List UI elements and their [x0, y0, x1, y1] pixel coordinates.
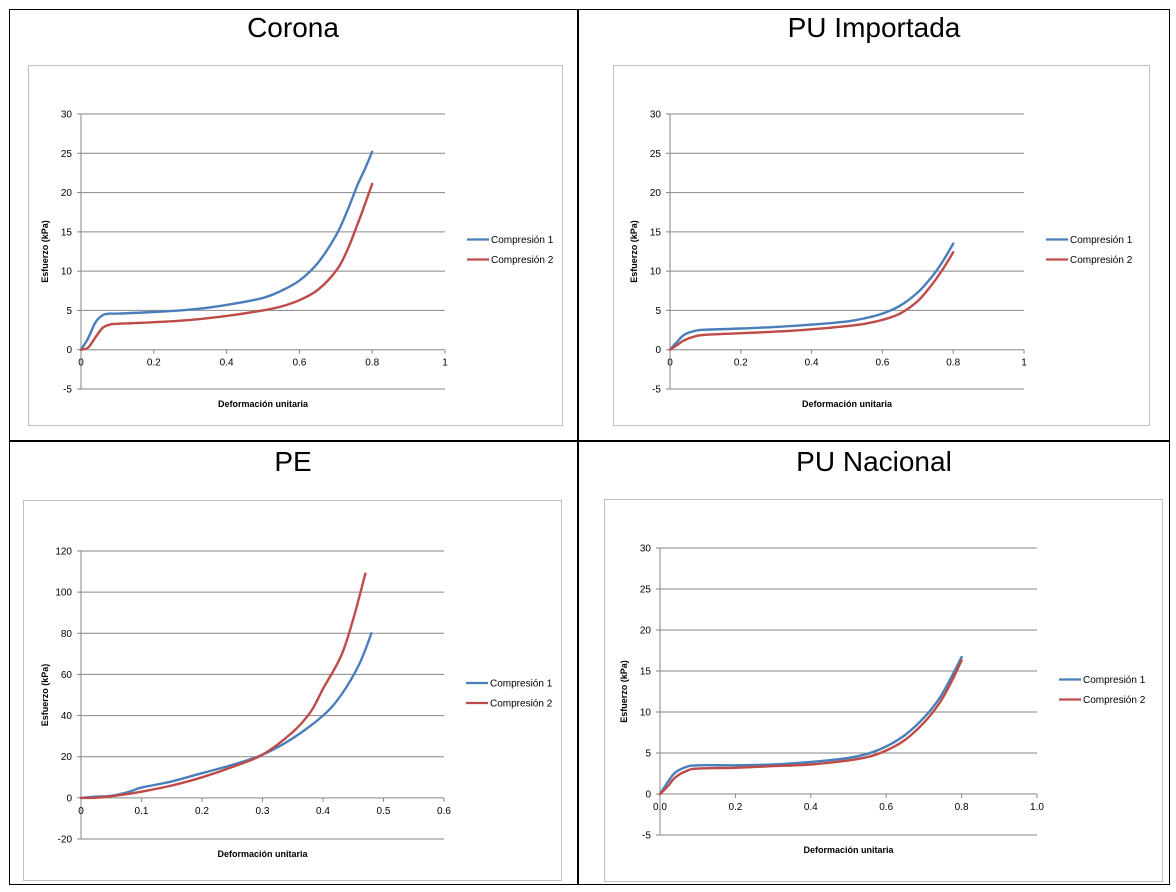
y-tick-label: 5: [66, 306, 72, 317]
legend-entry-2: Compresión 2: [1070, 255, 1133, 266]
x-tick-label: 0.6: [875, 358, 889, 369]
x-tick-label: 1: [442, 358, 448, 369]
x-tick-label: 0.2: [195, 806, 209, 817]
figure-table: [9, 9, 1170, 885]
y-tick-label: 15: [650, 227, 662, 238]
y-tick-label: 20: [650, 188, 662, 199]
x-axis-label: Deformación unitaria: [218, 399, 309, 409]
x-tick-label: 0.4: [316, 806, 330, 817]
y-tick-label: 10: [650, 267, 662, 278]
x-axis-label: Deformación unitaria: [217, 849, 308, 859]
x-tick-label: 0.8: [946, 358, 960, 369]
chart-svg: -5 0 5 10 15 20 25 30 0.0 0.2 0.4 0.6 0.8 1.0 Deformac…: [619, 544, 1146, 856]
x-tick-label: 0: [78, 358, 84, 369]
x-tick-label: 0.2: [147, 358, 161, 369]
x-tick-label: 0.6: [879, 802, 893, 813]
legend-entry-1: Compresión 1: [490, 679, 553, 690]
series-line-1: [658, 655, 963, 796]
y-tick-label: 20: [61, 752, 73, 763]
y-tick-label: 30: [640, 544, 652, 555]
x-tick-label: 0.1: [135, 806, 149, 817]
y-axis-label: Esfuerzo (kPa): [629, 220, 639, 283]
series-line-1: [79, 150, 374, 351]
y-tick-label: 10: [61, 267, 73, 278]
y-tick-label: 25: [61, 149, 73, 160]
y-tick-label: 60: [61, 670, 73, 681]
x-tick-label: 1: [1021, 358, 1027, 369]
x-tick-label: 0: [667, 358, 673, 369]
y-tick-label: 0: [66, 345, 72, 356]
series-line-1: [668, 242, 955, 351]
legend-entry-1: Compresión 1: [1083, 675, 1146, 686]
table-divider-horizontal: [9, 440, 1170, 442]
x-tick-label: 0.6: [292, 358, 306, 369]
legend-entry-2: Compresión 2: [490, 699, 553, 710]
series-line-2: [79, 572, 367, 800]
table-divider-vertical: [577, 9, 579, 885]
chart-pe: -20 0 20 40 60 80 100 120 0 0.1 0.2 0.3 0.4 0.5 0.6 Def…: [23, 500, 562, 881]
chart-title-pu-importada: PU Importada: [787, 12, 961, 43]
x-tick-label: 1.0: [1030, 802, 1044, 813]
x-tick-label: 0.6: [437, 806, 451, 817]
y-axis-label: Esfuerzo (kPa): [40, 664, 50, 727]
legend-entry-1: Compresión 1: [491, 235, 554, 246]
chart-title-pu-nacional: PU Nacional: [796, 446, 952, 477]
y-tick-label: -5: [652, 385, 661, 396]
y-tick-label: 5: [645, 749, 651, 760]
legend-entry-2: Compresión 2: [1083, 695, 1146, 706]
y-tick-label: 120: [55, 547, 72, 558]
y-tick-label: 5: [655, 306, 661, 317]
y-tick-label: 80: [61, 629, 73, 640]
y-tick-label: 30: [61, 110, 73, 121]
y-axis-label: Esfuerzo (kPa): [40, 220, 50, 283]
chart-svg: -5 0 5 10 15 20 25 30 0 0.2 0.4 0.6 0.8 1 Deformación …: [40, 110, 554, 410]
x-tick-label: 0.0: [653, 802, 667, 813]
y-tick-label: -5: [642, 831, 651, 842]
y-tick-label: 10: [640, 708, 652, 719]
y-tick-label: 30: [650, 110, 662, 121]
series-line-2: [79, 182, 374, 351]
x-tick-label: 0.4: [220, 358, 234, 369]
y-tick-label: -5: [63, 385, 72, 396]
series-line-2: [658, 659, 963, 796]
y-tick-label: 15: [640, 667, 652, 678]
x-tick-label: 0.2: [734, 358, 748, 369]
y-tick-label: 40: [61, 711, 73, 722]
x-tick-label: 0.4: [804, 802, 818, 813]
y-axis-label: Esfuerzo (kPa): [619, 660, 629, 723]
x-tick-label: 0.8: [365, 358, 379, 369]
y-tick-label: 20: [61, 188, 73, 199]
y-tick-label: 0: [645, 790, 651, 801]
chart-svg: -5 0 5 10 15 20 25 30 0 0.2 0.4 0.6 0.8 1 Deformación …: [629, 110, 1133, 410]
x-tick-label: 0.8: [955, 802, 969, 813]
x-axis-label: Deformación unitaria: [803, 845, 894, 855]
chart-svg: -20 0 20 40 60 80 100 120 0 0.1 0.2 0.3 0.4 0.5 0.6 Def…: [40, 547, 553, 860]
legend-entry-1: Compresión 1: [1070, 235, 1133, 246]
y-tick-label: 0: [655, 345, 661, 356]
y-tick-label: 15: [61, 227, 73, 238]
y-tick-label: 25: [650, 149, 662, 160]
y-tick-label: -20: [58, 835, 73, 846]
chart-pu-nacional: -5 0 5 10 15 20 25 30 0.0 0.2 0.4 0.6 0.8 1.0 Deformac…: [604, 499, 1163, 882]
x-tick-label: 0.5: [377, 806, 391, 817]
y-tick-label: 20: [640, 626, 652, 637]
chart-pu-importada: -5 0 5 10 15 20 25 30 0 0.2 0.4 0.6 0.8 1 Deformación …: [613, 65, 1150, 426]
y-tick-label: 100: [55, 588, 72, 599]
series-line-2: [668, 251, 955, 351]
chart-title-pe: PE: [274, 446, 312, 477]
chart-title-corona: Corona: [247, 12, 339, 43]
x-tick-label: 0.4: [805, 358, 819, 369]
y-tick-label: 0: [66, 793, 72, 804]
y-tick-label: 25: [640, 585, 652, 596]
x-axis-label: Deformación unitaria: [802, 399, 893, 409]
x-tick-label: 0: [78, 806, 84, 817]
x-tick-label: 0.3: [256, 806, 270, 817]
x-tick-label: 0.2: [728, 802, 742, 813]
legend-entry-2: Compresión 2: [491, 255, 554, 266]
chart-corona: -5 0 5 10 15 20 25 30 0 0.2 0.4 0.6 0.8 1 Deformación …: [28, 65, 563, 426]
